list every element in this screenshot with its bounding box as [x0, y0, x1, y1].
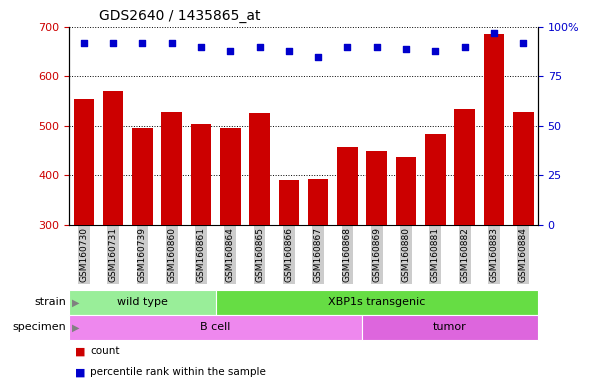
- Point: [79, 40, 88, 46]
- Text: ▶: ▶: [72, 322, 79, 333]
- Point: [430, 48, 440, 54]
- Text: ■: ■: [75, 346, 85, 356]
- Bar: [103, 91, 123, 225]
- Bar: [69, 315, 362, 340]
- Bar: [132, 128, 153, 225]
- Point: [167, 40, 177, 46]
- Text: count: count: [90, 346, 120, 356]
- Bar: [279, 180, 299, 225]
- Bar: [362, 315, 538, 340]
- Point: [313, 53, 323, 60]
- Point: [225, 48, 235, 54]
- Text: XBP1s transgenic: XBP1s transgenic: [328, 297, 426, 308]
- Text: strain: strain: [34, 297, 66, 308]
- Bar: [249, 113, 270, 225]
- Bar: [513, 112, 534, 225]
- Text: B cell: B cell: [200, 322, 231, 333]
- Point: [343, 43, 352, 50]
- Text: ▶: ▶: [72, 297, 79, 308]
- Point: [519, 40, 528, 46]
- Bar: [367, 151, 387, 225]
- Text: wild type: wild type: [117, 297, 168, 308]
- Point: [460, 43, 469, 50]
- Bar: [220, 128, 240, 225]
- Bar: [216, 290, 538, 315]
- Point: [401, 46, 411, 52]
- Point: [255, 43, 264, 50]
- Bar: [73, 99, 94, 225]
- Bar: [69, 290, 216, 315]
- Point: [372, 43, 382, 50]
- Point: [138, 40, 147, 46]
- Bar: [308, 179, 328, 225]
- Text: GDS2640 / 1435865_at: GDS2640 / 1435865_at: [99, 9, 261, 23]
- Point: [284, 48, 294, 54]
- Bar: [337, 147, 358, 225]
- Bar: [484, 34, 504, 225]
- Point: [489, 30, 499, 36]
- Point: [108, 40, 118, 46]
- Text: tumor: tumor: [433, 322, 467, 333]
- Bar: [162, 112, 182, 225]
- Bar: [454, 109, 475, 225]
- Text: ■: ■: [75, 367, 85, 377]
- Bar: [425, 134, 445, 225]
- Text: percentile rank within the sample: percentile rank within the sample: [90, 367, 266, 377]
- Bar: [396, 157, 416, 225]
- Text: specimen: specimen: [13, 322, 66, 333]
- Bar: [191, 124, 211, 225]
- Point: [196, 43, 206, 50]
